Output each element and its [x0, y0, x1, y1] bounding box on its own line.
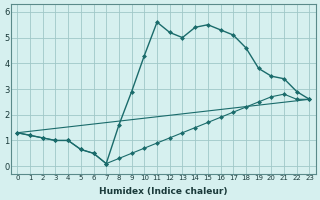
X-axis label: Humidex (Indice chaleur): Humidex (Indice chaleur)	[99, 187, 228, 196]
